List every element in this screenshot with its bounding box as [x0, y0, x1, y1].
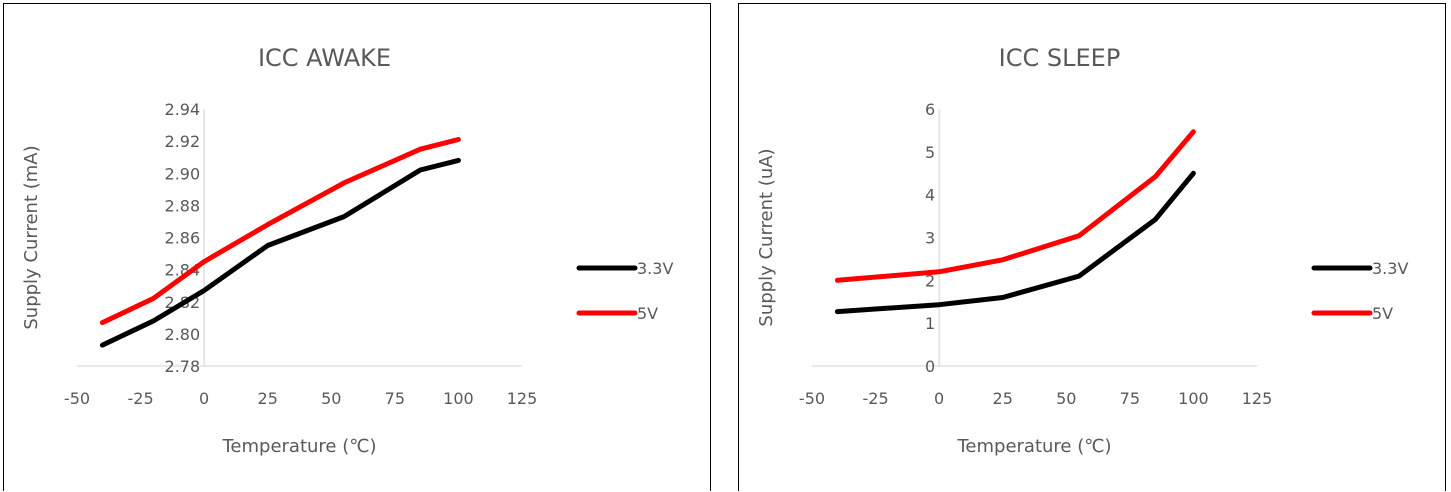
- y-axis-title: Supply Current (mA): [21, 145, 42, 329]
- y-tick-label: 3: [925, 229, 935, 248]
- legend-label-5V: 5V: [1372, 304, 1393, 323]
- x-tick-label: 75: [385, 389, 405, 408]
- x-tick-label: -25: [863, 389, 889, 408]
- y-tick-label: 2.86: [165, 229, 201, 248]
- x-tick-label: 0: [934, 389, 944, 408]
- x-tick-label: 125: [1242, 389, 1273, 408]
- legend-label-3.3V: 3.3V: [637, 259, 673, 278]
- y-axis-title: Supply Current (uA): [756, 148, 777, 326]
- y-tick-label: 4: [925, 186, 935, 205]
- y-tick-label: 6: [925, 100, 935, 119]
- x-tick-label: -50: [64, 389, 90, 408]
- x-tick-label: 25: [258, 389, 278, 408]
- x-tick-label: 125: [507, 389, 538, 408]
- y-tick-label: 2.84: [165, 261, 201, 280]
- series-line-3.3V: [99, 157, 461, 348]
- chart-panel-icc-awake: ICC AWAKE 2.78 2.80 2.82 2.84 2.86 2.88 2.90 2.9…: [3, 3, 711, 491]
- y-tick-label: 0: [925, 357, 935, 376]
- series-line-5V: [834, 129, 1196, 283]
- y-tick-label: 5: [925, 143, 935, 162]
- legend-label-5V: 5V: [637, 304, 658, 323]
- x-axis-title: Temperature (℃): [221, 436, 376, 457]
- y-tick-label: 2.88: [165, 196, 201, 215]
- y-tick-label: 2.92: [165, 132, 201, 151]
- x-tick-label: 75: [1120, 389, 1140, 408]
- x-tick-label: 100: [1178, 389, 1209, 408]
- y-tick-label: 2.78: [165, 357, 201, 376]
- x-tick-label: 25: [993, 389, 1013, 408]
- x-tick-label: -25: [128, 389, 154, 408]
- x-tick-label: 50: [321, 389, 341, 408]
- x-tick-label: 100: [443, 389, 474, 408]
- y-tick-label: 2.94: [165, 100, 201, 119]
- legend-label-3.3V: 3.3V: [1372, 259, 1408, 278]
- x-tick-label: 50: [1056, 389, 1076, 408]
- y-tick-label: 2: [925, 271, 935, 290]
- y-tick-label: 2.80: [165, 325, 201, 344]
- x-tick-label: -50: [799, 389, 825, 408]
- series-line-3.3V: [834, 170, 1196, 315]
- y-tick-label: 1: [925, 314, 935, 333]
- series-line-5V: [99, 137, 461, 326]
- chart-title: ICC AWAKE: [258, 44, 391, 72]
- x-axis-title: Temperature (℃): [956, 436, 1111, 457]
- chart-title: ICC SLEEP: [999, 44, 1121, 72]
- chart-svg-icc-sleep: ICC SLEEP 0 1 2 3 4 5 6 -50 -25 0 25 50 75 100 125 Tempe…: [756, 44, 1408, 457]
- y-tick-label: 2.90: [165, 164, 201, 183]
- chart-panel-icc-sleep: ICC SLEEP 0 1 2 3 4 5 6 -50 -25 0 25 50 75 100 125 Tempe…: [738, 3, 1446, 491]
- chart-svg-icc-awake: ICC AWAKE2.782.802.822.842.862.882.902.9…: [21, 44, 673, 457]
- x-tick-label: 0: [199, 389, 209, 408]
